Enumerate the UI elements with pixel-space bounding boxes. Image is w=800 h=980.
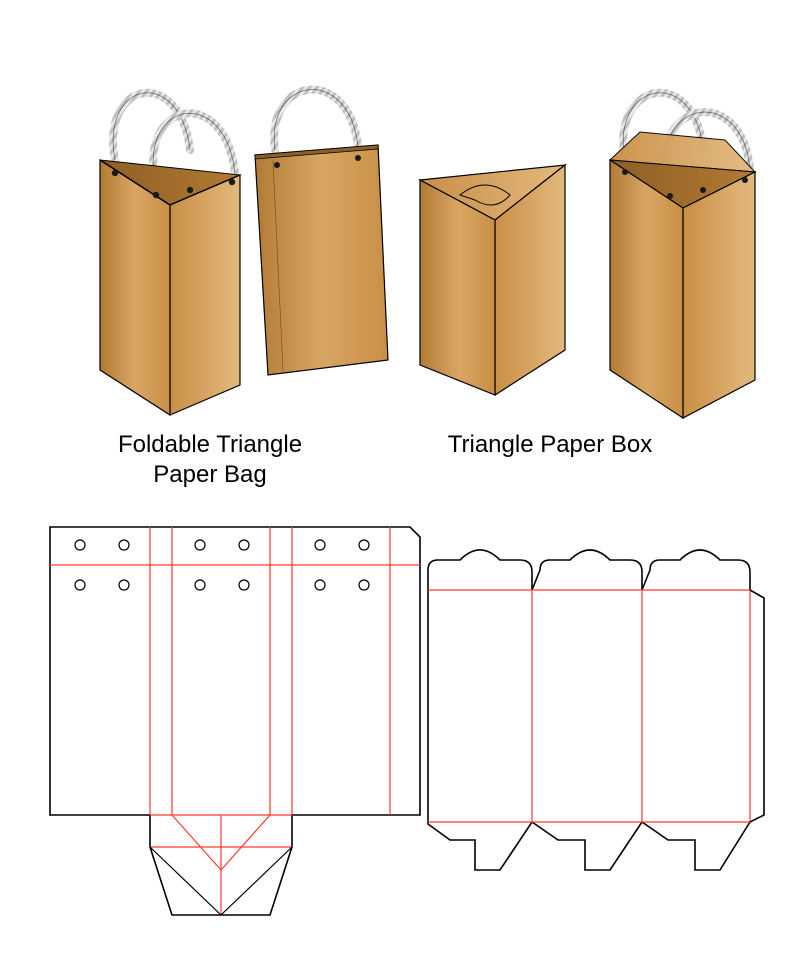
mockup-bag-flat: [255, 90, 388, 375]
label-bag: Foldable Triangle Paper Bag: [70, 430, 350, 490]
label-box: Triangle Paper Box: [400, 430, 700, 460]
mockup-box-closed: [420, 165, 565, 395]
dieline-bag: [40, 515, 430, 955]
mockups-svg: [0, 0, 800, 420]
mockup-box-open: [610, 93, 755, 418]
page: Foldable Triangle Paper Bag Triangle Pap…: [0, 0, 800, 980]
mockup-bag-open: [100, 93, 240, 415]
dieline-box: [420, 530, 780, 910]
